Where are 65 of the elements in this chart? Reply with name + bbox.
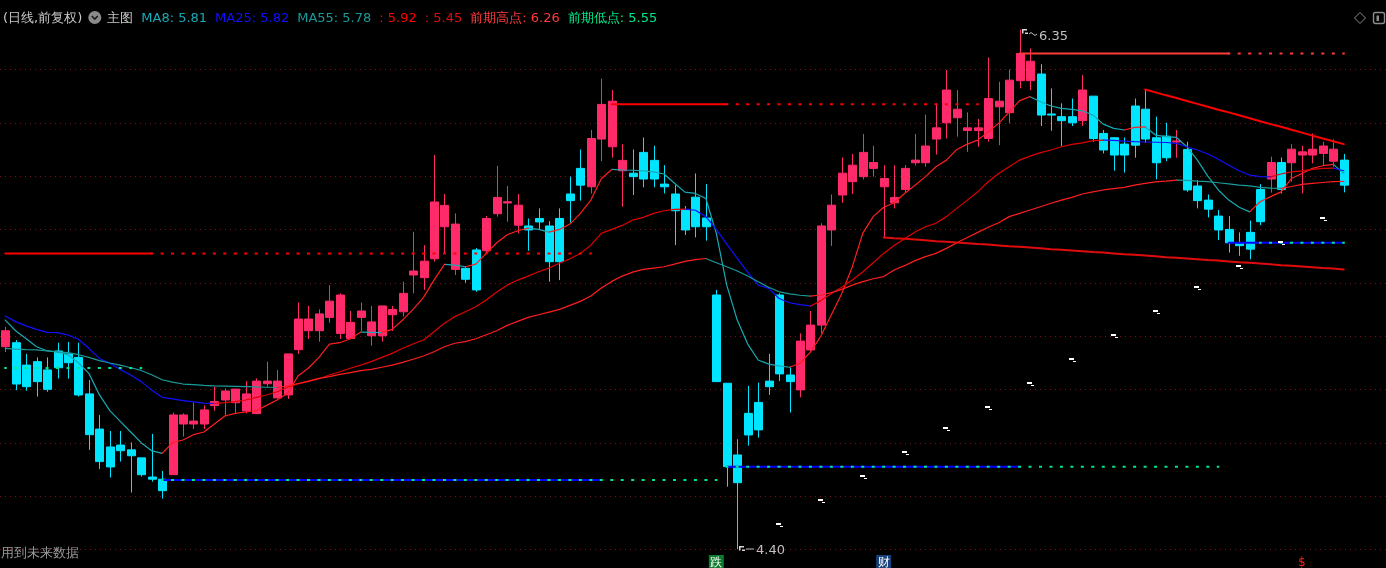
candlestick: [1172, 129, 1181, 159]
point: [1153, 310, 1160, 315]
candlestick: [461, 266, 470, 284]
candlestick: [409, 231, 418, 294]
legend: MA8: 5.81 MA25: 5.82 MA55: 5.78 : 5.92 : 5.45 前期高点: 6.26 前期低点: 5.55: [141, 10, 658, 25]
point: [1027, 382, 1034, 387]
point: [1069, 358, 1076, 363]
candlestick: [901, 164, 910, 194]
candlestick: [1225, 215, 1234, 254]
point: [1320, 217, 1327, 222]
candlestick: [765, 353, 774, 396]
point: [1236, 265, 1243, 270]
point: [776, 523, 783, 528]
candlestick: [1078, 74, 1087, 127]
x-label: 财: [876, 554, 892, 568]
candlestick: [1204, 194, 1213, 218]
annotation: 主图: [107, 10, 134, 25]
candlestick: [1057, 102, 1066, 147]
title: (日线,前复权): [3, 10, 83, 25]
candlestick: [963, 111, 972, 153]
candlestick: [650, 145, 659, 188]
candlestick: [786, 366, 795, 414]
candlestick: [482, 215, 491, 254]
candlestick: [1287, 143, 1296, 183]
candlestick: [535, 207, 544, 231]
candlestick: [942, 69, 951, 140]
candlestick: [1340, 153, 1349, 193]
candlestick: [932, 102, 941, 156]
candlestick: [576, 148, 585, 202]
candlestick: [127, 441, 136, 494]
candlestick: [367, 305, 376, 347]
candlestick: [953, 89, 962, 138]
candlestick: [1068, 98, 1077, 127]
point: [985, 406, 992, 411]
candlestick: [514, 193, 523, 234]
candlestick: [566, 176, 575, 224]
candlestick: [702, 183, 711, 242]
annotation: 4.40: [756, 541, 785, 557]
point: [1194, 286, 1201, 291]
point: [1278, 241, 1285, 246]
point: [818, 499, 825, 504]
candlestick: [775, 292, 784, 382]
point: [902, 451, 909, 456]
annotation: 6.35: [1039, 28, 1068, 43]
candlestick: [451, 212, 460, 276]
point: [943, 427, 950, 432]
x-label: $: [1298, 554, 1306, 568]
candlestick: [137, 457, 146, 478]
point: [1111, 334, 1118, 339]
candlestick: [880, 164, 889, 238]
candlestick: [608, 89, 617, 159]
candlestick: [200, 404, 209, 430]
candlestick: [890, 164, 899, 209]
candlestick: [1214, 209, 1223, 241]
candlestick: [712, 289, 721, 383]
candlestick: [420, 244, 429, 291]
point: [860, 475, 867, 480]
candlestick: [399, 281, 408, 318]
candlestick: [1267, 156, 1276, 194]
candlestick: [1, 326, 10, 353]
candlestick: [660, 164, 669, 194]
annotation: 用到未来数据: [1, 545, 79, 560]
candlestick: [472, 247, 481, 293]
candlestick: [1256, 183, 1265, 226]
candlestick: [357, 301, 366, 332]
